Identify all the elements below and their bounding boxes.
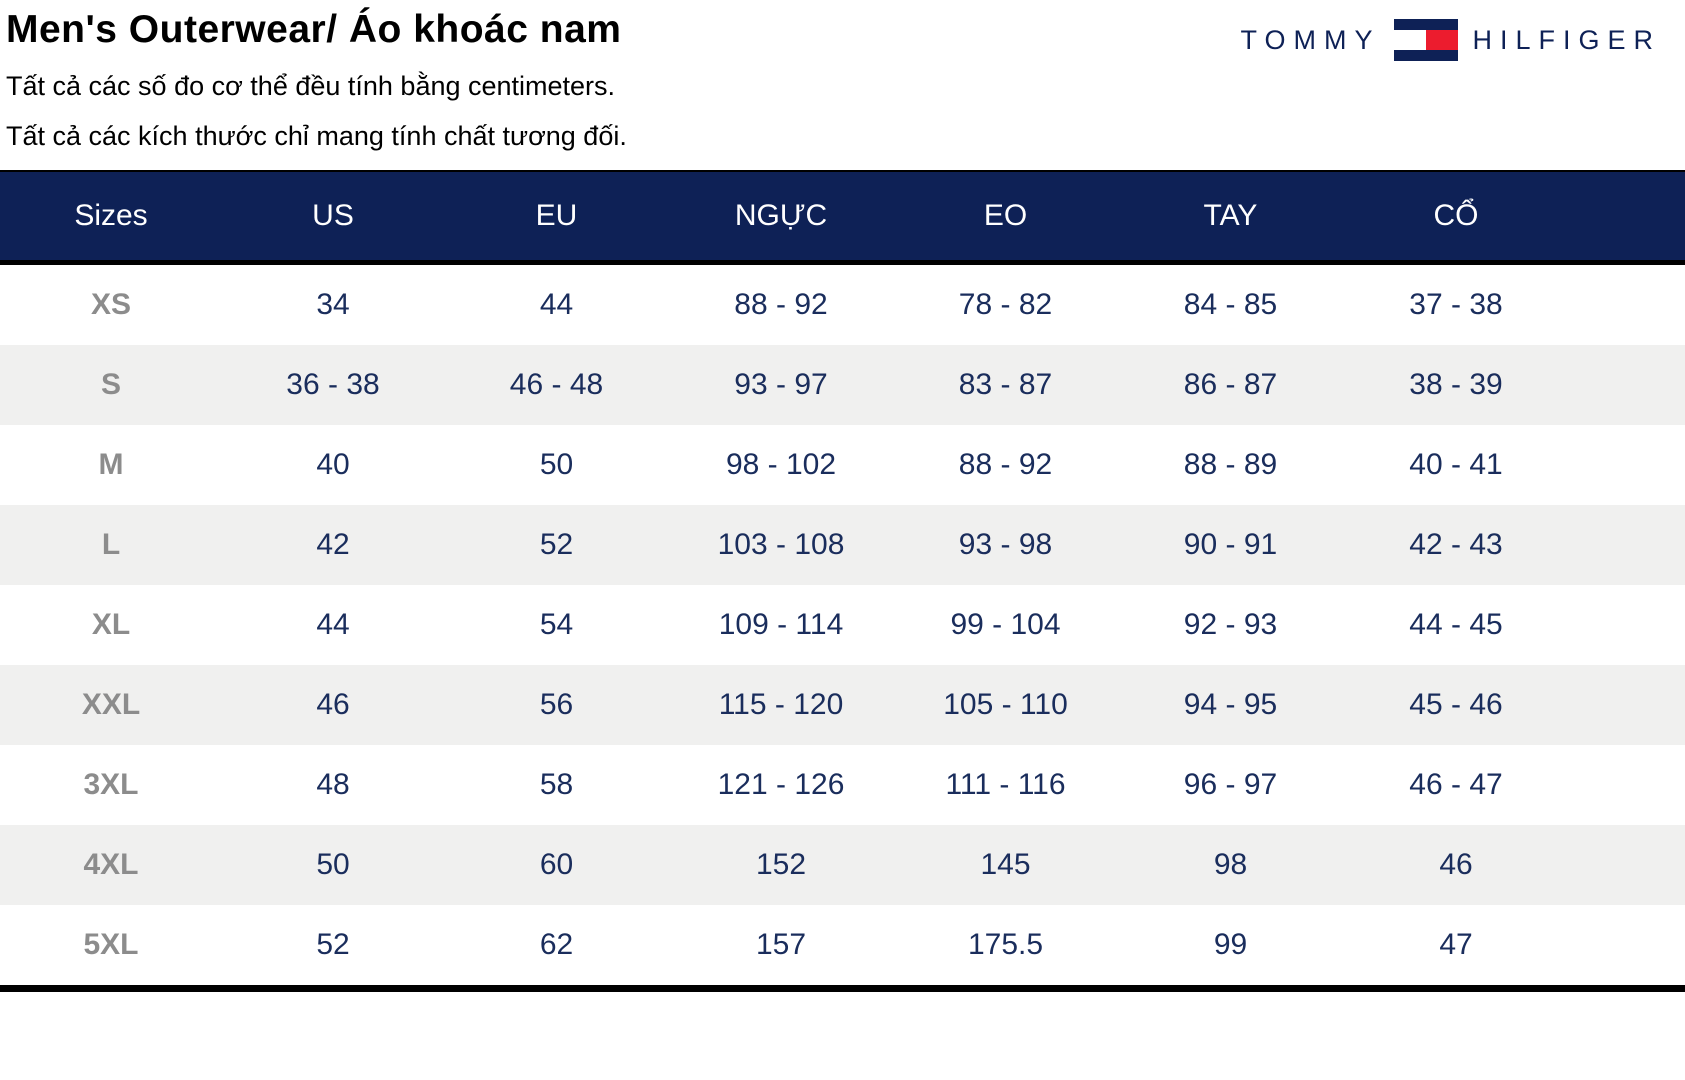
table-cell: 46 - 48 (509, 368, 604, 401)
table-cell: 157 (755, 928, 807, 961)
table-cell: 98 (1213, 848, 1248, 881)
table-cell: 145 (980, 848, 1031, 881)
column-header-tay: TAY (1118, 171, 1343, 265)
table-row-5xl: 5XL 52 62 157 175.5 99 47 (0, 905, 1685, 989)
note-measurements-units: Tất cả các số đo cơ thể đều tính bằng ce… (6, 70, 616, 101)
column-header-eu: EU (444, 171, 669, 265)
table-cell: 54 (539, 608, 574, 641)
table-cell: 94 - 95 (1183, 688, 1278, 721)
table-cell: 111 - 116 (945, 768, 1066, 801)
table-cell: 88 - 89 (1183, 448, 1278, 481)
flag-middle-band (1394, 30, 1459, 50)
column-header-eo: EO (893, 171, 1118, 265)
size-label: M (98, 448, 124, 481)
table-cell: 52 (316, 928, 350, 961)
table-cell: 46 - 47 (1409, 768, 1503, 801)
table-cell: 93 - 97 (734, 368, 828, 401)
table-cell: 50 (539, 448, 574, 481)
page-header: Men's Outerwear/ Áo khoác nam Tất cả các… (0, 0, 1685, 170)
size-label: 4XL (83, 848, 139, 881)
tommy-hilfiger-logo: TOMMY HILFIGER (1240, 18, 1661, 62)
table-cell: 103 - 108 (717, 528, 845, 561)
table-cell: 48 (316, 768, 350, 801)
table-cell: 115 - 120 (718, 688, 844, 721)
table-cell: 56 (539, 688, 574, 721)
table-cell: 88 - 92 (958, 448, 1053, 481)
table-cell: 58 (539, 768, 574, 801)
table-cell: 86 - 87 (1183, 368, 1278, 401)
table-cell: 44 - 45 (1409, 608, 1503, 641)
table-row-m: M 40 50 98 - 102 88 - 92 88 - 89 40 - 41 (0, 425, 1685, 505)
size-label: XS (90, 288, 132, 321)
table-cell: 175.5 (967, 928, 1044, 961)
table-cell: 40 - 41 (1409, 448, 1503, 481)
table-cell: 98 - 102 (725, 448, 837, 481)
size-chart-table: Sizes US EU NGỰC EO TAY CỔ XS 34 44 88 -… (0, 170, 1685, 992)
table-cell: 83 - 87 (958, 368, 1053, 401)
size-label: XXL (81, 688, 141, 721)
brand-word-tommy: TOMMY (1240, 24, 1381, 55)
table-cell: 46 (1439, 848, 1473, 881)
column-header-nguc: NGỰC (669, 171, 893, 265)
flag-red-block (1426, 30, 1459, 50)
table-cell: 42 (316, 528, 350, 561)
size-label: XL (91, 608, 131, 641)
table-cell: 88 - 92 (734, 288, 828, 321)
table-row-l: L 42 52 103 - 108 93 - 98 90 - 91 42 - 4… (0, 505, 1685, 585)
table-cell: 42 - 43 (1409, 528, 1503, 561)
table-cell: 62 (539, 928, 574, 961)
table-cell: 84 - 85 (1183, 288, 1278, 321)
column-header-us: US (222, 171, 444, 265)
brand-word-hilfiger: HILFIGER (1472, 24, 1661, 55)
table-cell: 52 (539, 528, 574, 561)
table-row-xl: XL 44 54 109 - 114 99 - 104 92 - 93 44 -… (0, 585, 1685, 665)
table-row-3xl: 3XL 48 58 121 - 126 111 - 116 96 - 97 46… (0, 745, 1685, 825)
size-label: 5XL (83, 928, 139, 961)
table-cell: 34 (316, 288, 350, 321)
table-cell: 47 (1439, 928, 1473, 961)
size-label: 3XL (83, 768, 139, 801)
table-cell: 96 - 97 (1183, 768, 1278, 801)
table-cell: 50 (316, 848, 350, 881)
table-row-4xl: 4XL 50 60 152 145 98 46 (0, 825, 1685, 905)
table-cell: 105 - 110 (943, 688, 1068, 721)
table-cell: 40 (316, 448, 350, 481)
tommy-flag-icon (1394, 19, 1459, 61)
table-cell: 92 - 93 (1183, 608, 1278, 641)
flag-top-bar (1394, 19, 1459, 30)
table-row-s: S 36 - 38 46 - 48 93 - 97 83 - 87 86 - 8… (0, 345, 1685, 425)
size-label: L (101, 528, 121, 561)
page-title: Men's Outerwear/ Áo khoác nam (6, 8, 622, 51)
table-cell: 93 - 98 (958, 528, 1053, 561)
table-cell: 78 - 82 (958, 288, 1053, 321)
table-row-xxl: XXL 46 56 115 - 120 105 - 110 94 - 95 45… (0, 665, 1685, 745)
column-header-sizes: Sizes (0, 171, 222, 265)
size-label: S (100, 368, 121, 401)
table-header-row: Sizes US EU NGỰC EO TAY CỔ (0, 171, 1685, 265)
table-cell: 99 (1213, 928, 1248, 961)
table-cell: 109 - 114 (718, 608, 844, 641)
flag-white-block (1394, 30, 1427, 50)
table-cell: 44 (316, 608, 350, 641)
table-cell: 46 (316, 688, 350, 721)
table-cell: 44 (539, 288, 574, 321)
table-cell: 90 - 91 (1183, 528, 1278, 561)
table-cell: 60 (539, 848, 574, 881)
column-header-co: CỔ (1343, 171, 1685, 265)
flag-bottom-bar (1394, 50, 1459, 61)
table-cell: 37 - 38 (1409, 288, 1503, 321)
table-cell: 38 - 39 (1409, 368, 1503, 401)
table-cell: 45 - 46 (1409, 688, 1503, 721)
note-sizes-approximate: Tất cả các kích thước chỉ mang tính chất… (6, 120, 627, 151)
table-cell: 36 - 38 (286, 368, 380, 401)
table-cell: 152 (755, 848, 807, 881)
table-cell: 121 - 126 (717, 768, 845, 801)
table-cell: 99 - 104 (950, 608, 1061, 641)
table-row-xs: XS 34 44 88 - 92 78 - 82 84 - 85 37 - 38 (0, 263, 1685, 346)
